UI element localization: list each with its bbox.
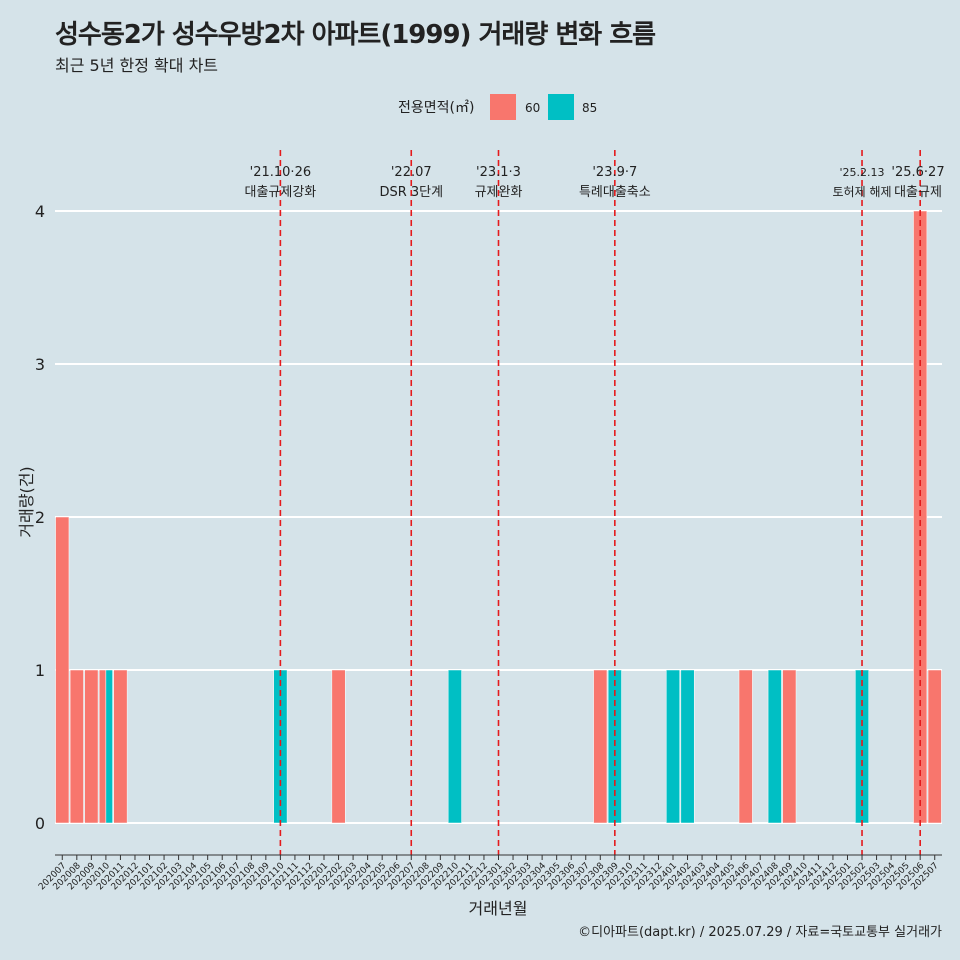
y-tick-label: 4 [35,202,45,221]
event-label: 토허제 해제 [833,185,892,199]
legend-label-60: 60 [525,101,540,115]
bar-60 [593,669,608,824]
y-tick-label: 0 [35,814,45,833]
bar-60 [98,669,107,824]
bar-60 [331,669,346,824]
bar-85 [666,669,680,824]
bar-60 [782,669,797,824]
event-label: 대출규제강화 [245,185,317,200]
bar-60 [84,669,99,824]
event-label: DSR 3단계 [379,185,443,200]
event-date: '25.2.13 [840,166,885,179]
y-tick-label: 3 [35,355,45,374]
bar-60 [927,669,942,824]
bar-85 [447,669,462,824]
legend-label-85: 85 [582,101,597,115]
y-tick-label: 1 [35,661,45,680]
chart-subtitle: 최근 5년 한정 확대 차트 [55,56,219,75]
legend-key-85 [548,94,574,120]
bar-60 [69,669,84,824]
event-label: 규제완화 [475,185,523,200]
legend-title: 전용면적(㎡) [398,100,474,116]
event-date: '25.6·27 [891,165,944,180]
chart-title: 성수동2가 성수우방2차 아파트(1999) 거래량 변화 흐름 [55,20,656,50]
bar-60 [113,669,128,824]
bar-85 [680,669,695,824]
bar-85 [105,669,113,824]
bar-60 [55,516,70,824]
legend-key-60 [490,94,516,120]
y-axis-title: 거래량(건) [17,466,36,537]
bar-85 [767,669,782,824]
bar-60 [738,669,753,824]
event-label: 대출규제 [894,185,942,200]
event-label: 특례대출축소 [579,185,651,200]
event-date: '23.9·7 [592,165,637,180]
event-date: '22.07 [391,165,432,180]
source-caption: ©디아파트(dapt.kr) / 2025.07.29 / 자료=국토교통부 실… [578,925,942,940]
y-tick-label: 2 [35,508,45,527]
event-date: '21.10·26 [250,165,311,180]
x-axis-title: 거래년월 [469,899,528,918]
event-date: '23.1·3 [476,165,521,180]
